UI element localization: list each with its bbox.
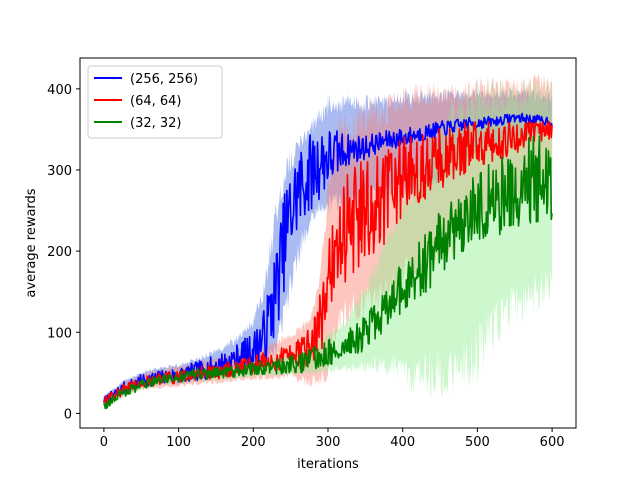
x-tick-label: 600 [540,435,565,450]
legend-box [87,65,223,139]
y-tick-label: 200 [47,245,72,260]
x-axis-label: iterations [297,457,359,472]
x-tick-label: 100 [166,435,191,450]
legend: (256, 256) (64, 64) (32, 32) [87,65,223,139]
series-0-line [103,112,553,405]
series-lines [103,112,553,410]
x-tick-label: 200 [241,435,266,450]
legend-label: (32, 32) [130,116,182,131]
legend-label: (256, 256) [130,72,198,87]
x-tick-label: 300 [316,435,341,450]
series-2-line [103,135,553,410]
y-tick-label: 0 [64,407,72,422]
y-axis-label: average rewards [24,188,39,297]
x-tick-label: 500 [465,435,490,450]
legend-label: (64, 64) [130,94,182,109]
x-tick-label: 0 [100,435,108,450]
y-tick-label: 100 [47,326,72,341]
y-axis-ticks: 0 100 200 300 400 [47,83,80,422]
y-tick-label: 300 [47,164,72,179]
x-axis-ticks: 0 100 200 300 400 500 600 [100,428,565,450]
y-tick-label: 400 [47,83,72,98]
x-tick-label: 400 [390,435,415,450]
